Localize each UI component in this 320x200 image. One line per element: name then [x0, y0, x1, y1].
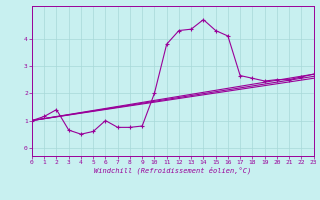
X-axis label: Windchill (Refroidissement éolien,°C): Windchill (Refroidissement éolien,°C)	[94, 167, 252, 174]
